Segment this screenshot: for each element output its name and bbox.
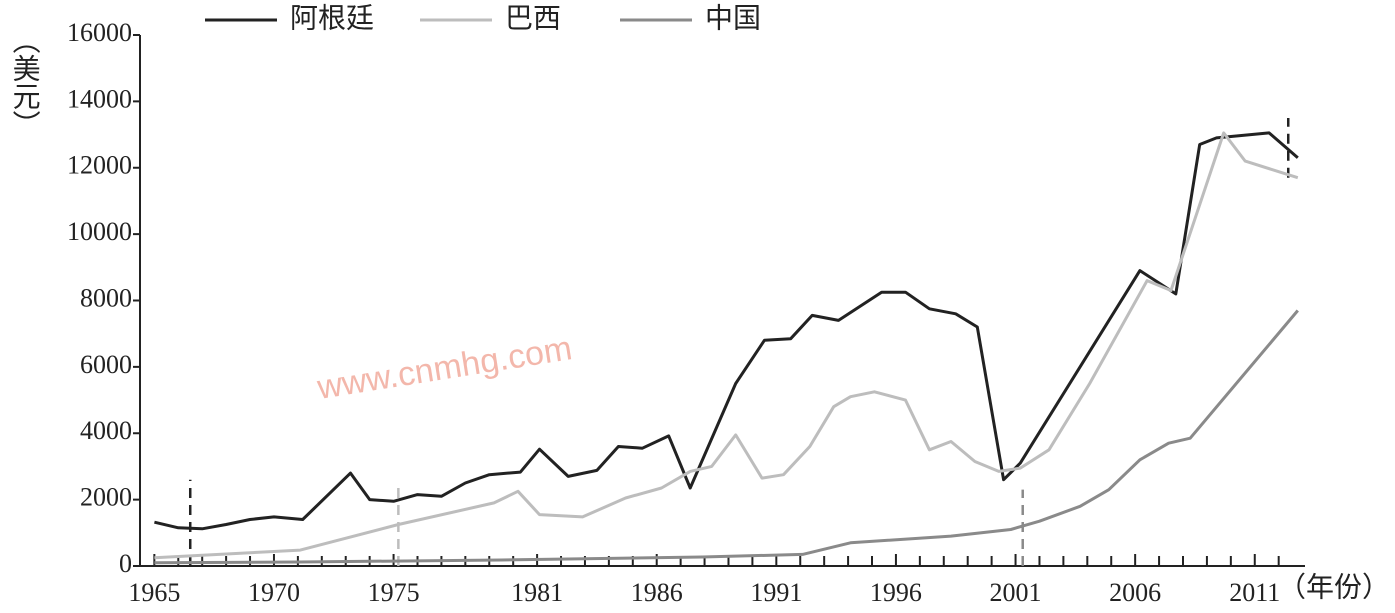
- y-tick-label: 16000: [67, 18, 132, 47]
- y-tick-label: 12000: [67, 151, 132, 180]
- x-axis-label: （年份）: [1278, 571, 1390, 603]
- y-tick-label: 14000: [67, 84, 132, 113]
- watermark: www.cnmhg.com: [314, 329, 575, 407]
- x-tick-label: 1981: [511, 578, 563, 607]
- x-tick-label: 1996: [870, 578, 922, 607]
- x-tick-label: 1975: [368, 578, 420, 607]
- y-tick-label: 6000: [80, 350, 132, 379]
- x-tick-label: 1991: [750, 578, 802, 607]
- y-axis-label: （美元）: [9, 26, 41, 138]
- y-tick-label: 10000: [67, 217, 132, 246]
- x-tick-label: 1986: [631, 578, 683, 607]
- data-line: [154, 131, 1299, 531]
- y-tick-label: 4000: [80, 416, 132, 445]
- x-tick-label: 1965: [128, 578, 180, 607]
- legend-label: 阿根廷: [290, 2, 374, 34]
- x-tick-label: 2011: [1229, 578, 1280, 607]
- legend-label: 巴西: [505, 3, 561, 34]
- y-tick-label: 0: [119, 549, 132, 578]
- x-tick-label: 2006: [1109, 578, 1161, 607]
- x-tick-label: 2001: [990, 578, 1042, 607]
- x-tick-label: 1970: [248, 578, 300, 607]
- y-tick-label: 2000: [80, 483, 132, 512]
- data-line: [154, 309, 1299, 565]
- data-line: [154, 131, 1299, 560]
- y-tick-label: 8000: [80, 283, 132, 312]
- legend-label: 中国: [705, 2, 761, 34]
